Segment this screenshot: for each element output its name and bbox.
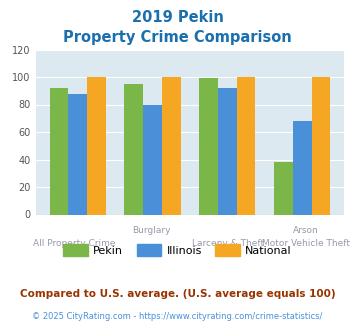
Text: All Property Crime: All Property Crime (33, 239, 115, 248)
Bar (50, 88, 68, 214)
Bar (87, 77, 106, 214)
Text: Motor Vehicle Theft: Motor Vehicle Theft (262, 239, 350, 248)
Bar (237, 77, 256, 214)
Text: © 2025 CityRating.com - https://www.cityrating.com/crime-statistics/: © 2025 CityRating.com - https://www.city… (32, 312, 323, 321)
Bar (293, 121, 312, 214)
Bar (162, 77, 181, 214)
Text: Property Crime Comparison: Property Crime Comparison (63, 30, 292, 45)
Bar (199, 79, 218, 214)
Bar (143, 105, 162, 214)
Bar (68, 93, 87, 214)
Bar (218, 88, 237, 214)
Text: Arson: Arson (293, 226, 319, 235)
Legend: Pekin, Illinois, National: Pekin, Illinois, National (59, 240, 296, 260)
Bar (274, 162, 293, 214)
Text: Larceny & Theft: Larceny & Theft (192, 239, 264, 248)
Text: Burglary: Burglary (132, 226, 170, 235)
Bar (312, 77, 330, 214)
Text: 2019 Pekin: 2019 Pekin (132, 10, 223, 25)
Bar (124, 84, 143, 214)
Text: Compared to U.S. average. (U.S. average equals 100): Compared to U.S. average. (U.S. average … (20, 289, 335, 299)
